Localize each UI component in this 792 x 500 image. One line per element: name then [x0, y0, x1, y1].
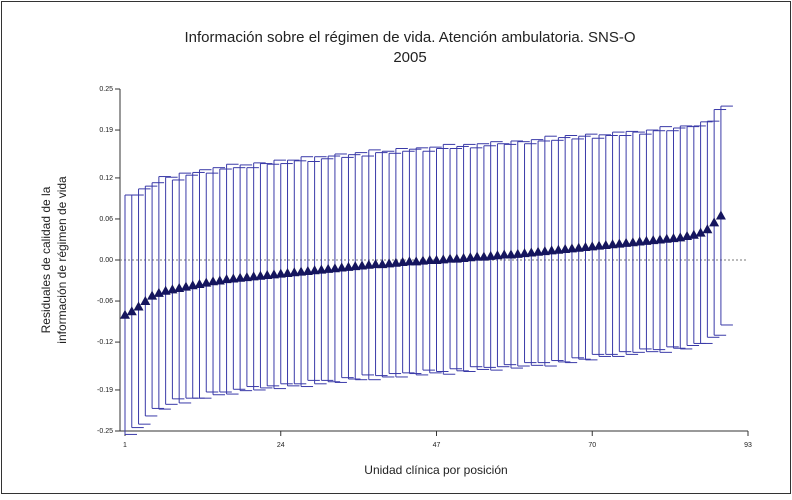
y-tick-label: -0.25: [97, 428, 113, 435]
marker: [607, 239, 618, 249]
marker: [695, 227, 706, 237]
y-axis-label: información de régimen de vida: [55, 176, 69, 344]
marker: [329, 263, 340, 273]
x-tick-label: 93: [744, 442, 752, 449]
marker: [411, 256, 422, 266]
marker: [397, 257, 408, 267]
marker: [350, 261, 361, 271]
marker: [546, 245, 557, 255]
marker: [505, 249, 516, 259]
marker: [519, 248, 530, 258]
x-tick-label: 47: [433, 442, 441, 449]
x-axis-label: Unidad clínica por posición: [364, 463, 507, 477]
x-tick-label: 70: [588, 442, 596, 449]
marker: [126, 306, 137, 316]
marker: [309, 265, 320, 275]
marker: [323, 263, 334, 273]
y-tick-label: -0.12: [97, 339, 113, 346]
chart-title: 2005: [393, 49, 426, 66]
marker: [614, 238, 625, 248]
marker: [262, 270, 273, 280]
marker: [573, 242, 584, 252]
marker: [458, 252, 469, 262]
marker: [492, 250, 503, 260]
marker: [553, 244, 564, 254]
marker: [465, 252, 476, 262]
x-tick-label: 1: [123, 442, 127, 449]
marker: [390, 257, 401, 267]
marker: [661, 233, 672, 243]
marker: [533, 246, 544, 256]
marker: [384, 258, 395, 268]
marker: [370, 259, 381, 269]
marker: [268, 269, 279, 279]
marker: [363, 259, 374, 269]
y-tick-label: -0.06: [97, 298, 113, 305]
marker: [147, 290, 158, 300]
marker: [431, 255, 442, 264]
marker: [289, 267, 300, 277]
marker: [512, 248, 523, 258]
marker: [296, 266, 307, 276]
marker: [275, 268, 286, 278]
marker: [715, 210, 726, 220]
marker: [357, 260, 368, 270]
marker: [566, 243, 577, 253]
marker: [641, 235, 652, 245]
y-tick-label: 0.19: [99, 127, 113, 134]
marker: [499, 249, 510, 259]
marker: [451, 253, 462, 263]
y-axis-label: Residuales de calidad de la: [39, 186, 53, 333]
marker: [600, 239, 611, 249]
marker: [228, 273, 239, 283]
marker: [702, 224, 713, 234]
marker: [417, 255, 428, 265]
marker: [539, 246, 550, 256]
marker: [377, 259, 388, 269]
x-tick-label: 24: [277, 442, 285, 449]
marker: [255, 270, 266, 280]
marker: [587, 241, 598, 251]
marker: [235, 272, 246, 282]
marker: [580, 242, 591, 252]
marker: [445, 253, 456, 263]
marker: [485, 250, 496, 260]
marker: [302, 265, 313, 275]
y-tick-label: 0.25: [99, 86, 113, 93]
marker: [140, 296, 151, 306]
y-tick-label: 0.06: [99, 216, 113, 223]
marker: [241, 272, 252, 282]
chart-title: Información sobre el régimen de vida. At…: [184, 29, 635, 46]
marker: [438, 254, 449, 264]
marker: [424, 255, 435, 264]
marker: [478, 251, 489, 261]
marker: [404, 256, 415, 266]
y-tick-label: 0.12: [99, 175, 113, 182]
marker: [560, 244, 571, 254]
marker: [221, 274, 232, 284]
marker: [248, 271, 259, 281]
marker: [654, 234, 665, 244]
marker: [526, 247, 537, 257]
marker: [634, 236, 645, 246]
marker: [133, 301, 144, 311]
marker: [594, 240, 605, 250]
marker: [621, 237, 632, 247]
marker: [648, 235, 659, 245]
marker: [336, 262, 347, 272]
marker: [282, 267, 293, 277]
marker: [316, 264, 327, 274]
marker: [709, 217, 720, 227]
marker: [627, 237, 638, 247]
marker: [472, 251, 483, 261]
y-tick-label: 0.00: [99, 257, 113, 264]
marker: [120, 309, 130, 319]
marker: [208, 276, 219, 286]
marker: [343, 261, 354, 271]
marker: [668, 233, 679, 243]
y-tick-label: -0.19: [97, 387, 113, 394]
